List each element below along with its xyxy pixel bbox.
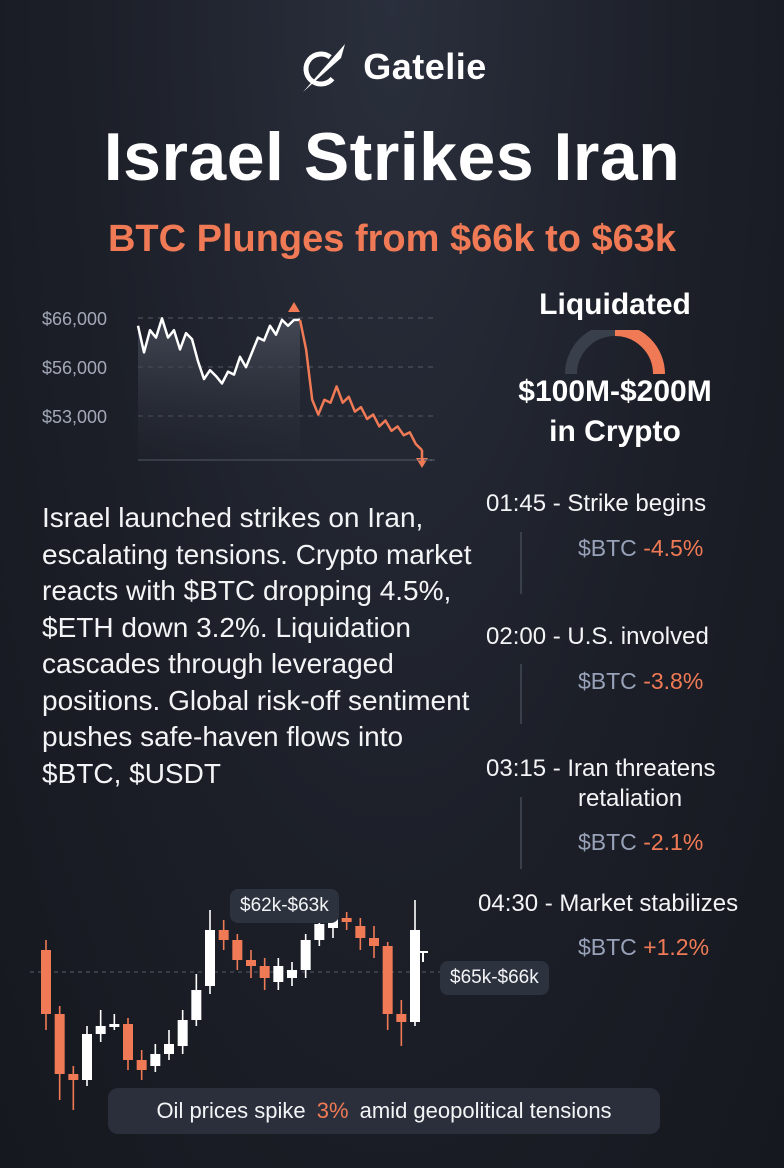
candle-body — [341, 918, 352, 922]
ticker: $BTC — [578, 535, 637, 561]
candle-body — [218, 930, 229, 940]
candle-body — [123, 1024, 133, 1060]
liquidated-title: Liquidated — [539, 288, 691, 321]
candle-body — [369, 938, 379, 946]
candle-body — [109, 1024, 120, 1027]
candle-body — [177, 1020, 188, 1046]
headline: Israel Strikes Iran — [103, 119, 681, 195]
candle-body — [328, 918, 338, 928]
timeline-time: 03:15 — [486, 755, 547, 782]
timeline-event-1: 01:45 - Strike begins — [486, 490, 707, 517]
price-label-65k: $65k-$66k — [440, 961, 549, 995]
timeline-time: 01:45 — [486, 490, 547, 517]
oil-note-after: amid geopolitical tensions — [353, 1098, 612, 1123]
liquidation-amount-value: $100M-$200M — [518, 375, 712, 408]
candle-body — [205, 930, 215, 986]
y-tick-label: $53,000 — [42, 407, 107, 427]
price-label-62k: $62k-$63k — [230, 889, 339, 923]
pre-strike-area — [138, 318, 300, 460]
candle-body — [150, 1054, 161, 1066]
timeline-event: Market stabilizes — [559, 890, 739, 917]
oil-note-pct: 3% — [316, 1098, 349, 1123]
timeline-stat-1: $BTC -4.5% — [578, 535, 703, 562]
oil-price-note: Oil prices spike 3% amid geopolitical te… — [108, 1088, 660, 1134]
timeline-stat-2: $BTC -3.8% — [578, 668, 703, 695]
ticker: $BTC — [578, 829, 637, 855]
timeline-connector — [520, 664, 522, 724]
pre-strike-series-line — [136, 317, 300, 385]
candle-body — [41, 950, 51, 1014]
timeline-event-4: 04:30 - Market stabilizes — [478, 890, 739, 917]
timeline-stat-3: $BTC -2.1% — [578, 829, 703, 856]
candle-body — [259, 966, 270, 978]
btc-line-chart: $66,000 $56,000 $53,000 — [42, 302, 435, 468]
candle-body — [232, 940, 243, 960]
up-arrow-icon — [288, 302, 300, 312]
y-tick-label: $56,000 — [42, 358, 107, 378]
candle-body — [246, 960, 256, 966]
liquidation-gauge-icon — [565, 330, 665, 374]
timeline-time: 02:00 — [486, 623, 547, 650]
timeline-time: 04:30 — [478, 890, 539, 917]
timeline-event: Strike begins — [567, 490, 707, 517]
candle-body — [355, 926, 366, 938]
candle-body — [314, 924, 325, 940]
subheadline: BTC Plunges from $66k to $63k — [107, 218, 677, 260]
brand-logo-icon — [303, 44, 346, 92]
candle-body — [136, 1060, 147, 1070]
timeline-stat-4: $BTC +1.2% — [578, 934, 709, 961]
timeline-event-line2: retaliation — [578, 785, 683, 812]
timeline-connector — [520, 797, 522, 869]
candle-body — [68, 1074, 79, 1080]
change: -3.8% — [643, 668, 704, 694]
brand-header: Gatelie — [0, 38, 784, 96]
candle-body — [82, 1034, 92, 1080]
btc-candlestick-chart — [30, 900, 450, 1110]
oil-note-before: Oil prices spike — [156, 1098, 312, 1123]
timeline-event-3: 03:15 - Iran threatens — [486, 755, 716, 782]
change: +1.2% — [643, 934, 710, 960]
candle-body — [287, 970, 297, 978]
liquidation-scope: in Crypto — [549, 415, 681, 448]
timeline-event: U.S. involved — [567, 623, 709, 650]
ticker: $BTC — [578, 934, 637, 960]
post-strike-series-line — [298, 319, 423, 451]
candle-body — [300, 940, 311, 970]
candle-body — [95, 1026, 106, 1034]
candle-body — [191, 990, 202, 1020]
summary-paragraph: Israel launched strikes on Iran, escalat… — [42, 502, 472, 789]
candle-body — [396, 1014, 407, 1022]
candle-body — [54, 1014, 65, 1074]
change: -2.1% — [643, 829, 704, 855]
timeline-connector — [520, 532, 522, 594]
brand-name: Gatelie — [363, 46, 487, 87]
candle-body — [410, 930, 420, 1022]
liquidation-amount: $100M-$200M in Crypto — [480, 372, 750, 452]
candle-body — [273, 966, 284, 982]
candle-body — [164, 1044, 174, 1054]
y-tick-label: $66,000 — [42, 309, 107, 329]
change: -4.5% — [643, 535, 704, 561]
timeline-event: Iran threatens — [567, 755, 716, 782]
candle-body — [382, 946, 393, 1014]
timeline-event-2: 02:00 - U.S. involved — [486, 623, 709, 650]
ticker: $BTC — [578, 668, 637, 694]
